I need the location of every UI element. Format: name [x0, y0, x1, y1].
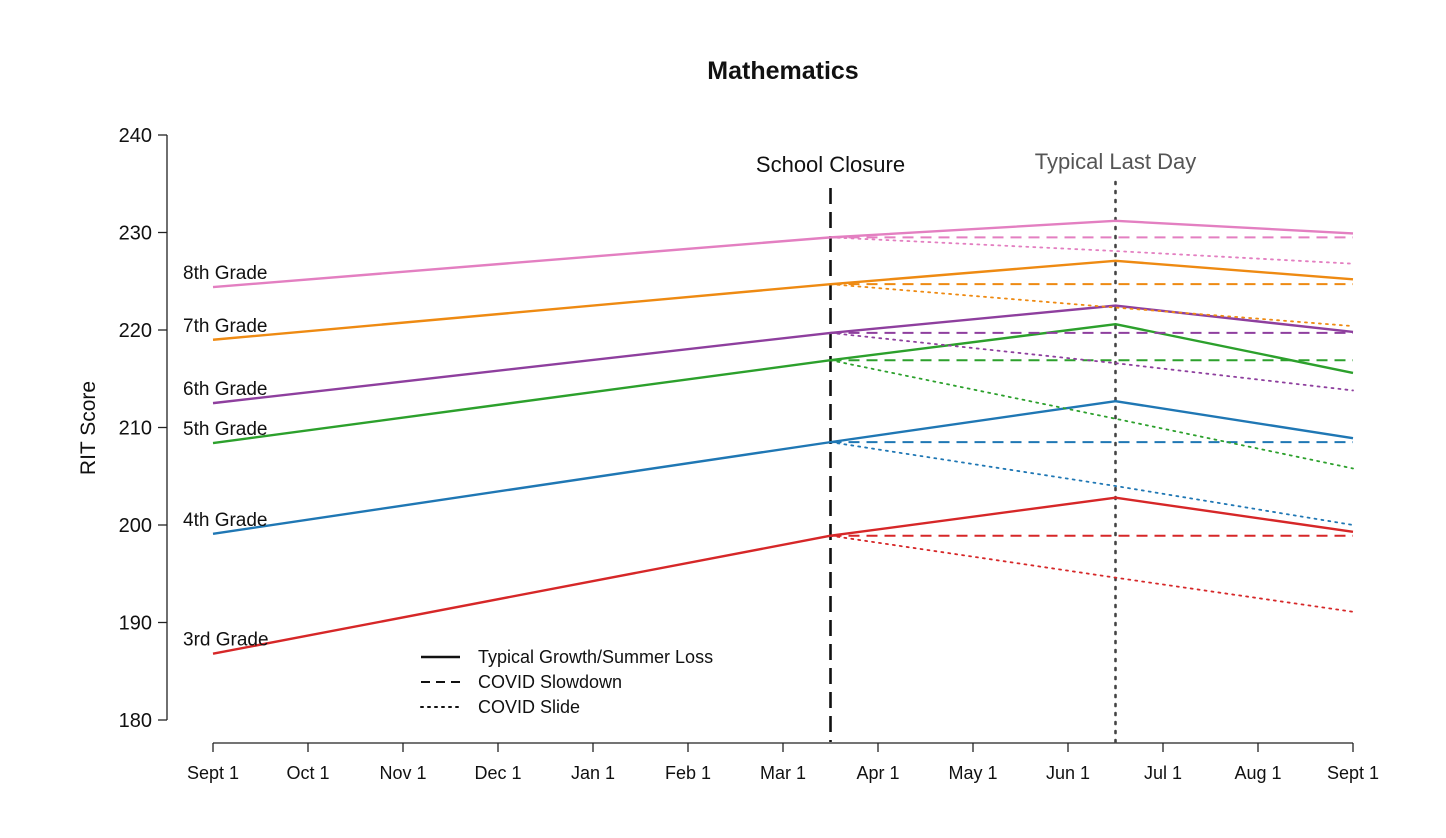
y-tick-label: 210 — [119, 418, 152, 440]
x-tick-label: May 1 — [948, 763, 997, 783]
legend-label: Typical Growth/Summer Loss — [478, 647, 713, 667]
series-typical-line-5th-grade — [212, 322, 1354, 445]
grade-label-5th-grade: 5th Grade — [183, 419, 268, 440]
series-7th-grade — [212, 259, 1354, 341]
series-slide-line-6th-grade — [829, 332, 1354, 392]
grade-label-3rd-grade: 3rd Grade — [183, 630, 269, 651]
x-tick-label: Sept 1 — [1327, 763, 1379, 783]
grade-label-7th-grade: 7th Grade — [183, 316, 268, 337]
y-axis: 180 190 200 210 220 230 240 — [119, 125, 168, 732]
x-tick-label: Mar 1 — [760, 763, 806, 783]
series-slide-line-5th-grade — [829, 359, 1354, 470]
typical-last-day-label: Typical Last Day — [1035, 149, 1196, 174]
series-4th-grade — [212, 399, 1354, 535]
grade-label-4th-grade: 4th Grade — [183, 510, 268, 531]
y-tick-label: 190 — [119, 613, 152, 635]
series-layer — [212, 219, 1354, 655]
legend-label: COVID Slowdown — [478, 672, 622, 692]
x-tick-label: Aug 1 — [1234, 763, 1281, 783]
x-axis: Sept 1 Oct 1 Nov 1 Dec 1 Jan 1 Feb 1 Mar 1 Apr … — [187, 742, 1379, 783]
series-6th-grade — [212, 304, 1354, 405]
x-tick-label: Feb 1 — [665, 763, 711, 783]
y-tick-label: 220 — [119, 320, 152, 342]
reference-lines: School Closure Typical Last Day — [756, 149, 1196, 744]
grade-label-6th-grade: 6th Grade — [183, 379, 268, 400]
legend-label: COVID Slide — [478, 697, 580, 717]
x-tick-label: Jan 1 — [571, 763, 615, 783]
school-closure-label: School Closure — [756, 152, 905, 177]
chart-title: Mathematics — [707, 57, 858, 85]
series-typical-line-6th-grade — [212, 304, 1354, 405]
series-typical-line-8th-grade — [212, 219, 1354, 289]
y-axis-label: RIT Score — [77, 381, 100, 475]
series-typical-line-4th-grade — [212, 399, 1354, 535]
x-tick-label: Sept 1 — [187, 763, 239, 783]
series-typical-line-3rd-grade — [212, 496, 1354, 655]
x-tick-label: Jul 1 — [1144, 763, 1182, 783]
series-slide-line-3rd-grade — [829, 534, 1354, 613]
x-tick-label: Dec 1 — [474, 763, 521, 783]
grade-labels: 3rd Grade 4th Grade 5th Grade 6th Grade 7th … — [183, 263, 269, 651]
series-slide-line-8th-grade — [829, 236, 1354, 265]
series-typical-line-7th-grade — [212, 259, 1354, 341]
series-slide-line-4th-grade — [829, 441, 1354, 526]
series-8th-grade — [212, 219, 1354, 289]
series-5th-grade — [212, 322, 1354, 470]
y-tick-label: 200 — [119, 515, 152, 537]
series-3rd-grade — [212, 496, 1354, 655]
y-tick-label: 240 — [119, 125, 152, 147]
x-tick-label: Jun 1 — [1046, 763, 1090, 783]
series-slide-line-7th-grade — [829, 283, 1354, 328]
x-tick-label: Apr 1 — [856, 763, 899, 783]
legend: Typical Growth/Summer Loss COVID Slowdown… — [420, 647, 713, 717]
y-tick-label: 230 — [119, 223, 152, 245]
x-tick-label: Nov 1 — [379, 763, 426, 783]
y-tick-label: 180 — [119, 710, 152, 732]
grade-label-8th-grade: 8th Grade — [183, 263, 268, 284]
x-tick-label: Oct 1 — [286, 763, 329, 783]
